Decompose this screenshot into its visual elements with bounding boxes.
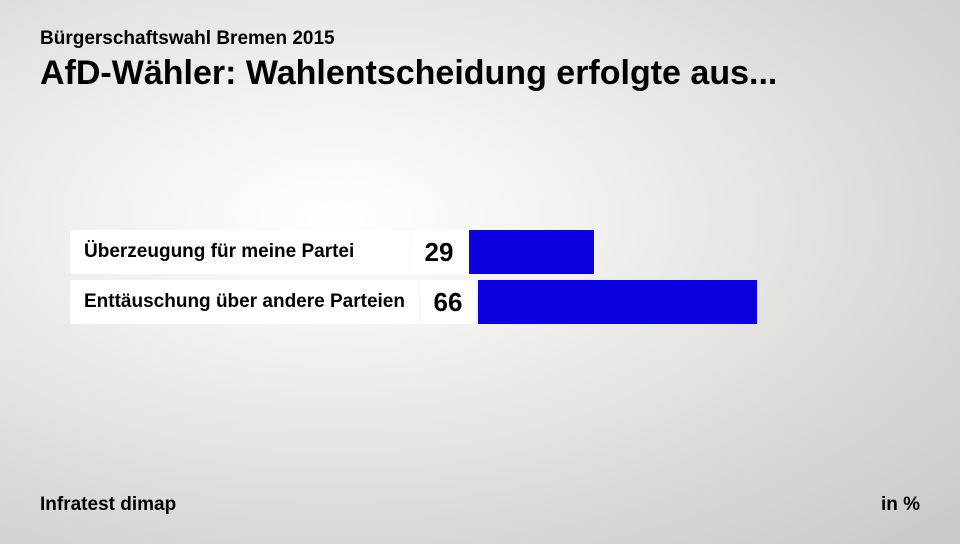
chart-title: AfD-Wähler: Wahlentscheidung erfolgte au… <box>40 54 920 93</box>
bar-track <box>469 230 900 274</box>
bar-value: 66 <box>420 280 476 324</box>
chart-header: Bürgerschaftswahl Bremen 2015 AfD-Wähler… <box>0 0 960 93</box>
bar-fill <box>469 230 594 274</box>
chart-footer: Infratest dimap in % <box>40 494 920 516</box>
bar-fill <box>478 280 757 324</box>
chart-subtitle: Bürgerschaftswahl Bremen 2015 <box>40 28 920 50</box>
source-label: Infratest dimap <box>40 494 176 516</box>
bar-value: 29 <box>411 230 467 274</box>
bar-row: Überzeugung für meine Partei 29 <box>70 230 900 274</box>
bar-track <box>478 280 900 324</box>
bar-label: Enttäuschung über andere Parteien <box>70 280 419 324</box>
bar-row: Enttäuschung über andere Parteien 66 <box>70 280 900 324</box>
unit-label: in % <box>881 494 920 516</box>
bar-chart: Überzeugung für meine Partei 29 Enttäusc… <box>70 230 900 330</box>
bar-label: Überzeugung für meine Partei <box>70 230 410 274</box>
